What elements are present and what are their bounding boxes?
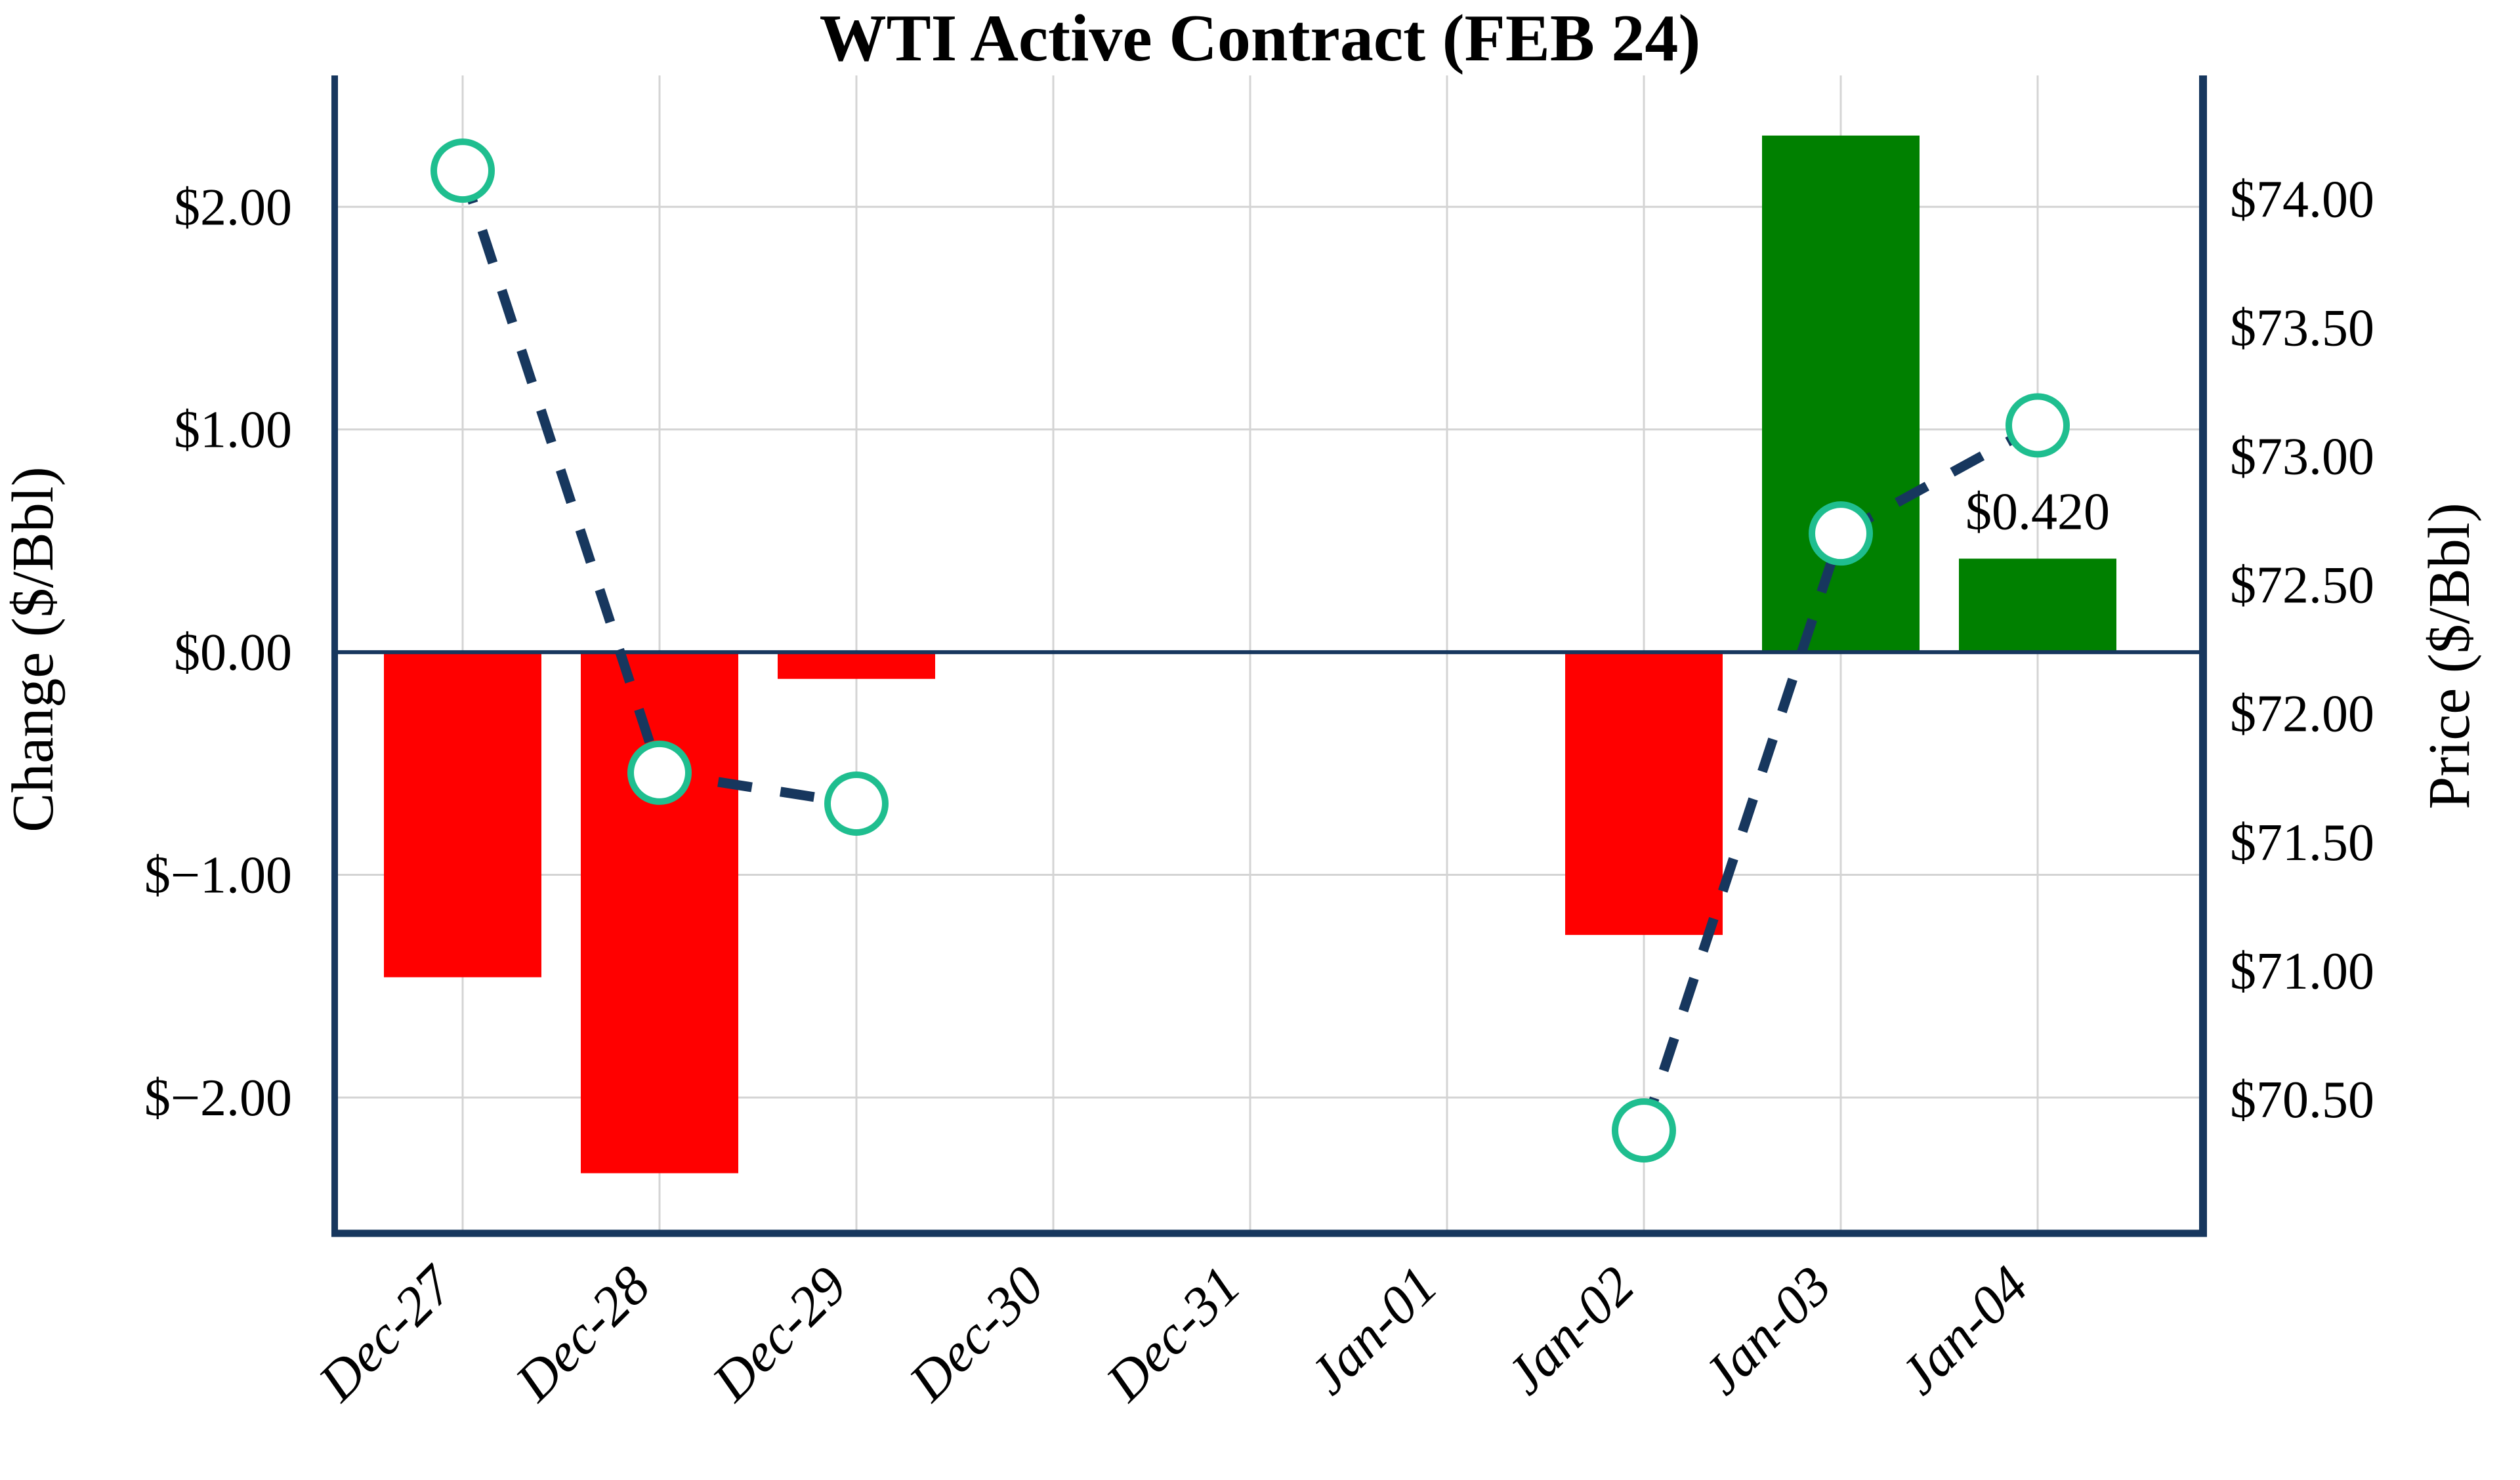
- bars-layer: [384, 135, 2116, 1174]
- right-axis-tick-label: $73.50: [2230, 299, 2374, 357]
- price-marker: [824, 771, 889, 836]
- price-marker: [627, 740, 692, 805]
- x-axis-tick-label: Jan-03: [1692, 1255, 1843, 1407]
- change-bar: [1959, 558, 2116, 653]
- right-axis-tick-label: $72.50: [2230, 557, 2374, 615]
- left-axis-tick-label: $0.00: [174, 624, 292, 682]
- left-axis-tick-label: $1.00: [174, 401, 292, 459]
- right-axis-tick-label: $73.00: [2230, 428, 2374, 485]
- chart-title: WTI Active Contract (FEB 24): [820, 1, 1701, 75]
- right-axis-tick-label: $74.00: [2230, 171, 2374, 228]
- markers-layer: [430, 138, 2070, 1163]
- left-axis-tick-label: $−2.00: [144, 1069, 292, 1127]
- right-axis-tick-label: $70.50: [2230, 1071, 2374, 1129]
- x-axis-tick-label: Dec-27: [306, 1254, 466, 1413]
- x-axis-tick-label: Dec-30: [897, 1255, 1055, 1413]
- price-marker: [1612, 1098, 1676, 1163]
- left-axis-tick-label: $2.00: [174, 178, 292, 236]
- bar-value-annotation: $0.420: [1965, 483, 2110, 541]
- right-axis-tick-label: $71.00: [2230, 943, 2374, 1000]
- spines-layer: [331, 75, 2207, 1237]
- change-bar: [778, 652, 935, 679]
- price-marker: [430, 138, 495, 203]
- right-axis-tick-label: $71.50: [2230, 814, 2374, 872]
- right-axis-tick-label: $72.00: [2230, 686, 2374, 743]
- price-line-segment: [1639, 421, 2040, 1132]
- change-bar: [1565, 652, 1723, 935]
- right-axis-title: Price ($/Bbl): [2417, 503, 2482, 809]
- x-axis-tick-label: Dec-28: [503, 1255, 662, 1413]
- change-bar: [384, 652, 541, 977]
- x-axis-tick-label: Dec-31: [1094, 1255, 1252, 1413]
- change-bar: [1762, 135, 1920, 653]
- left-axis-tick-label: $−1.00: [144, 847, 292, 905]
- price-marker: [2006, 393, 2070, 458]
- change-bar: [581, 652, 738, 1174]
- x-axis-tick-label: Dec-29: [700, 1255, 858, 1413]
- left-axis-title: Change ($/Bbl): [1, 466, 66, 832]
- x-axis-tick-label: Jan-04: [1889, 1255, 2040, 1407]
- price-marker: [1809, 501, 1873, 566]
- x-axis-tick-label: Jan-02: [1495, 1255, 1647, 1407]
- x-axis-tick-label: Jan-01: [1298, 1255, 1450, 1407]
